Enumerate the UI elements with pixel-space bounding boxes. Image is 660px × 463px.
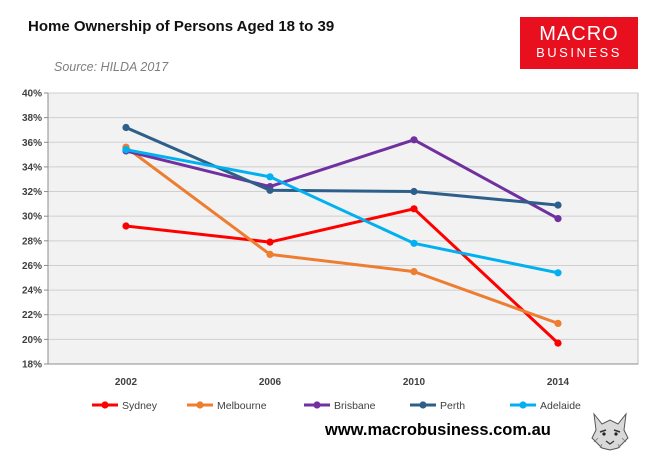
data-point-sydney — [266, 238, 274, 246]
y-tick-label: 24% — [22, 286, 42, 297]
y-tick-label: 18% — [22, 360, 42, 371]
x-tick-label: 2010 — [403, 377, 426, 388]
logo-line-1: MACRO — [539, 23, 619, 45]
legend-marker-melbourne[interactable] — [196, 401, 204, 409]
macrobusiness-logo[interactable]: MACRO BUSINESS — [520, 17, 638, 69]
data-point-perth — [122, 123, 130, 132]
legend-label-brisbane[interactable]: Brisbane — [334, 400, 376, 412]
data-point-brisbane — [554, 215, 562, 223]
wolf-mascot-icon — [591, 412, 629, 451]
data-point-adelaide — [122, 146, 130, 154]
data-point-sydney — [122, 222, 130, 230]
series-line-adelaide — [125, 148, 559, 275]
y-tick-label: 22% — [22, 310, 42, 321]
data-point-melbourne — [410, 268, 418, 276]
y-tick-label: 32% — [22, 187, 42, 198]
series-line-perth — [125, 126, 559, 207]
x-tick-label: 2002 — [115, 377, 138, 388]
y-tick-label: 30% — [22, 212, 42, 223]
x-tick-label: 2006 — [259, 377, 282, 388]
legend-marker-perth[interactable] — [419, 401, 427, 409]
legend-marker-sydney[interactable] — [101, 401, 109, 409]
series-line-sydney — [125, 207, 560, 345]
legend-marker-adelaide[interactable] — [519, 401, 527, 409]
data-point-adelaide — [554, 269, 562, 277]
logo-line-2: BUSINESS — [536, 45, 622, 60]
website-url[interactable]: www.macrobusiness.com.au — [325, 421, 551, 439]
chart-title: Home Ownership of Persons Aged 18 to 39 — [28, 18, 335, 35]
y-tick-label: 36% — [22, 138, 42, 149]
data-point-sydney — [410, 205, 418, 213]
y-tick-label: 26% — [22, 261, 42, 272]
data-point-melbourne — [554, 319, 562, 327]
y-tick-label: 38% — [22, 113, 42, 124]
series-line-brisbane — [125, 138, 559, 220]
y-tick-label: 28% — [22, 236, 42, 247]
data-point-adelaide — [266, 173, 274, 181]
data-point-perth — [266, 186, 274, 194]
y-tick-label: 20% — [22, 335, 42, 346]
chart-source: Source: HILDA 2017 — [54, 60, 169, 74]
series-line-melbourne — [125, 145, 559, 325]
legend-marker-brisbane[interactable] — [313, 401, 321, 409]
legend-label-melbourne[interactable]: Melbourne — [217, 400, 267, 412]
data-point-brisbane — [410, 136, 418, 144]
x-tick-label: 2014 — [547, 377, 570, 388]
data-point-perth — [410, 187, 418, 196]
legend-label-adelaide[interactable]: Adelaide — [540, 400, 581, 412]
y-tick-label: 34% — [22, 162, 42, 173]
data-point-sydney — [554, 339, 562, 347]
data-point-adelaide — [410, 239, 418, 247]
legend-label-perth[interactable]: Perth — [440, 400, 465, 412]
y-tick-label: 40% — [22, 89, 42, 100]
data-point-melbourne — [266, 250, 274, 258]
legend-label-sydney[interactable]: Sydney — [122, 400, 158, 412]
data-point-perth — [554, 201, 562, 209]
